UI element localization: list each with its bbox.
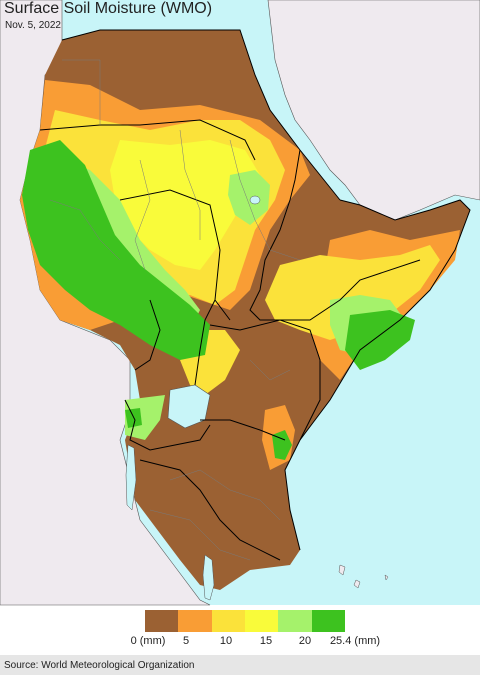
legend-tick-1: 5 bbox=[182, 635, 190, 647]
legend-swatch-0 bbox=[145, 610, 179, 632]
lake-malawi bbox=[202, 554, 215, 601]
lake-tanganyika bbox=[125, 444, 137, 511]
zone-20mm-south bbox=[125, 395, 165, 440]
legend-tick-5: 25.4 (mm) bbox=[329, 635, 381, 647]
legend-tick-4: 20 bbox=[298, 635, 312, 647]
zone-10mm-east bbox=[265, 245, 440, 340]
legend-tick-0: 0 (mm) bbox=[130, 635, 166, 647]
legend-tick-3: 15 bbox=[259, 635, 273, 647]
internal-borders bbox=[49, 59, 301, 561]
zone-25mm-west bbox=[22, 140, 210, 360]
zone-20mm-north bbox=[228, 170, 270, 225]
source-bar: Source: World Meteorological Organizatio… bbox=[0, 655, 480, 675]
islands bbox=[338, 564, 389, 589]
lake-tana bbox=[249, 195, 261, 205]
legend-swatch-5 bbox=[311, 610, 345, 632]
zone-15mm bbox=[110, 140, 260, 270]
source-text: Source: World Meteorological Organizatio… bbox=[4, 660, 195, 671]
zone-25mm-east bbox=[345, 310, 415, 370]
legend-tick-2: 10 bbox=[219, 635, 233, 647]
map-date: Nov. 5, 2022 bbox=[5, 20, 61, 31]
legend-swatch-2 bbox=[211, 610, 245, 632]
zone-25mm-coast bbox=[272, 430, 292, 460]
horn-coastline bbox=[284, 199, 471, 551]
legend-swatch-1 bbox=[178, 610, 212, 632]
country-borders bbox=[39, 29, 421, 561]
arabian-peninsula bbox=[267, 0, 480, 221]
map-title: Surface Soil Moisture (WMO) bbox=[4, 0, 213, 17]
legend-swatch-4 bbox=[278, 610, 312, 632]
color-legend bbox=[145, 610, 345, 632]
legend-swatch-3 bbox=[244, 610, 279, 632]
